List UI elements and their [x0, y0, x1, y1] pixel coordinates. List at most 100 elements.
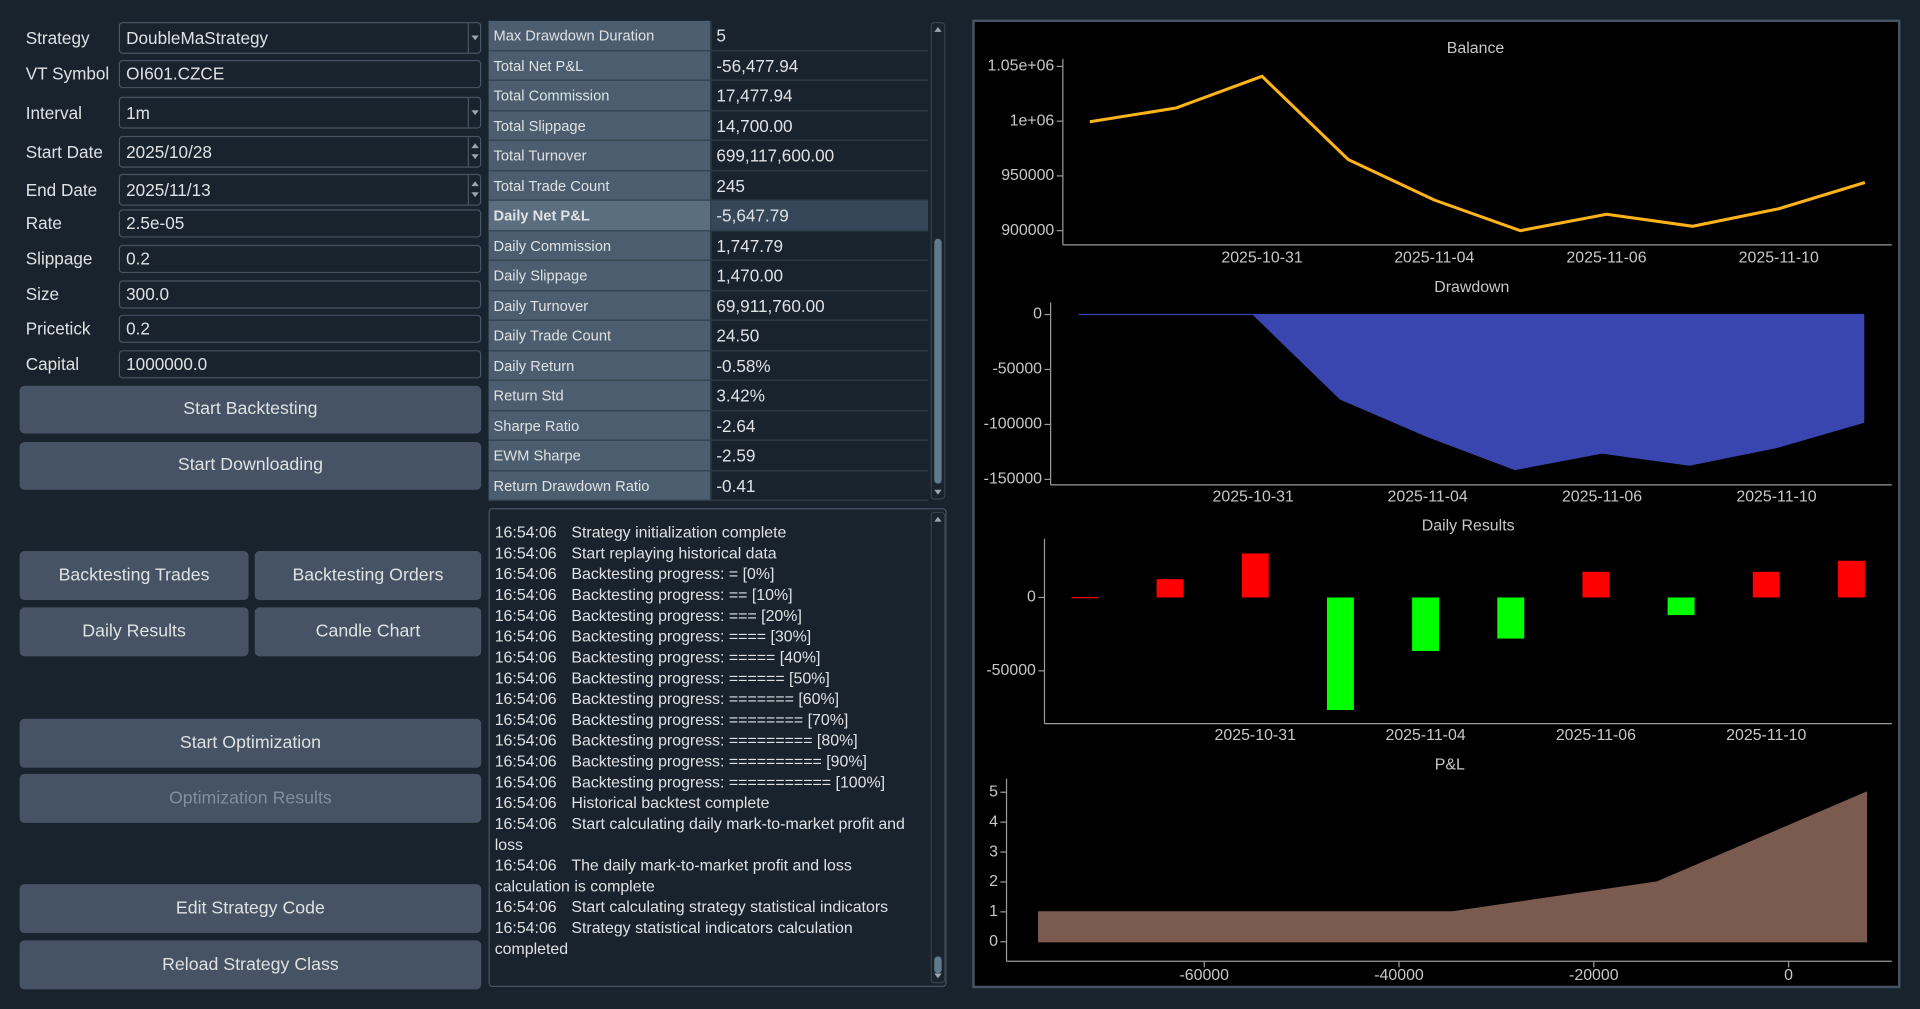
stat-label[interactable]: Daily Net P&L [488, 200, 711, 231]
stat-label[interactable]: Return Std [488, 380, 711, 411]
x-tick-label: 2025-10-31 [1221, 250, 1303, 267]
stat-value[interactable]: 1,747.79 [710, 230, 929, 261]
stat-value[interactable]: 17,477.94 [710, 80, 929, 111]
stat-label[interactable]: Total Slippage [488, 110, 711, 141]
field-input[interactable]: DoubleMaStrategy [118, 22, 482, 54]
stat-value[interactable]: -2.59 [710, 440, 929, 471]
button[interactable]: Candle Chart [254, 607, 482, 657]
field-value: 2025/11/13 [126, 180, 211, 200]
stat-value[interactable]: 14,700.00 [710, 110, 929, 141]
stat-label[interactable]: Total Commission [488, 80, 711, 111]
log-message: Backtesting progress: ====== [50%] [571, 668, 830, 687]
stat-label[interactable]: Return Drawdown Ratio [488, 470, 711, 501]
x-tick-label: 2025-10-31 [1215, 727, 1297, 744]
y-tick-label: -50000 [993, 361, 1043, 378]
log-line: 16:54:06 Backtesting progress: ==========… [495, 751, 928, 772]
field-input[interactable]: 2025/11/13 [118, 173, 482, 206]
stat-label[interactable]: Daily Commission [488, 230, 711, 261]
log-message: Backtesting progress: ======== [70%] [571, 710, 849, 729]
log-line: 16:54:06 Backtesting progress: = [0%] [495, 563, 928, 584]
stat-label[interactable]: Daily Slippage [488, 260, 711, 291]
field-input[interactable]: 2.5e-05 [118, 209, 482, 238]
button[interactable]: Backtesting Orders [254, 551, 482, 601]
field-input[interactable]: 1000000.0 [118, 350, 482, 379]
field-label: Interval [25, 102, 82, 123]
spin-buttons[interactable] [467, 175, 480, 205]
stat-label[interactable]: Total Net P&L [488, 50, 711, 81]
dropdown-arrow[interactable] [467, 97, 480, 128]
field-label: Strategy [25, 28, 90, 48]
x-tick-label: 2025-11-06 [1556, 727, 1636, 744]
bar [1752, 571, 1780, 598]
spin-buttons[interactable] [467, 137, 480, 167]
stat-label[interactable]: Total Turnover [488, 140, 711, 171]
log-time: 16:54:06 [494, 689, 557, 708]
stat-value[interactable]: 24.50 [710, 320, 929, 351]
field-input[interactable]: 2025/10/28 [118, 135, 482, 168]
stat-value[interactable]: 3.42% [710, 380, 929, 411]
stat-value[interactable]: -0.41 [710, 470, 929, 501]
button[interactable]: Daily Results [19, 607, 249, 657]
stat-value[interactable]: -5,647.79 [710, 200, 929, 231]
dropdown-arrow[interactable] [467, 23, 480, 53]
y-tick-label: 900000 [1001, 222, 1054, 239]
bar [1667, 597, 1695, 616]
stat-value[interactable]: 1,470.00 [710, 260, 929, 291]
field-input[interactable]: 1m [118, 96, 482, 129]
bar [1071, 597, 1099, 599]
stat-label[interactable]: Total Trade Count [488, 170, 711, 201]
button[interactable]: Start Downloading [19, 442, 482, 490]
log-line: 16:54:06 Backtesting progress: == [10%] [495, 584, 928, 605]
button[interactable]: Edit Strategy Code [19, 884, 482, 934]
log-line: 16:54:06 Backtesting progress: ==========… [495, 771, 928, 792]
chart-panel [972, 19, 1901, 989]
field-label: Size [25, 284, 60, 304]
field-input[interactable]: OI601.CZCE [118, 60, 482, 89]
bar [1241, 553, 1269, 598]
button[interactable]: Reload Strategy Class [19, 940, 482, 990]
field-input[interactable]: 0.2 [118, 314, 482, 343]
button[interactable]: Backtesting Trades [19, 551, 249, 601]
log-line: 16:54:06 Backtesting progress: ==== [30%] [495, 626, 928, 647]
log-time: 16:54:06 [494, 814, 557, 833]
stat-label[interactable]: Daily Return [488, 350, 711, 381]
log-line: 16:54:06 Strategy statistical indicators … [495, 917, 928, 959]
y-tick-label: -100000 [984, 416, 1043, 433]
stat-value[interactable]: 69,911,760.00 [710, 290, 929, 321]
field-label: End Date [25, 180, 98, 200]
button[interactable]: Start Backtesting [19, 385, 482, 434]
stat-label[interactable]: EWM Sharpe [488, 440, 711, 471]
stat-label[interactable]: Max Drawdown Duration [488, 20, 711, 51]
field-value: 1000000.0 [126, 353, 208, 374]
stat-value[interactable]: 699,117,600.00 [710, 140, 929, 171]
log-time: 16:54:06 [494, 710, 557, 729]
log-message: Strategy initialization complete [571, 522, 787, 542]
field-input[interactable]: 0.2 [118, 244, 482, 274]
y-tick-label: 1.05e+06 [987, 58, 1054, 75]
field-value: 0.2 [126, 318, 150, 338]
bar [1412, 597, 1440, 652]
log-time: 16:54:06 [494, 793, 557, 812]
bar [1497, 597, 1525, 639]
stat-label[interactable]: Daily Turnover [488, 290, 711, 321]
stat-value[interactable]: -56,477.94 [710, 50, 929, 81]
stat-value[interactable]: 245 [710, 170, 929, 201]
log-box[interactable]: 16:54:06 Strategy initialization complete… [488, 508, 947, 987]
stat-label[interactable]: Sharpe Ratio [488, 410, 711, 441]
stat-value[interactable]: -2.64 [710, 410, 929, 441]
log-time: 16:54:06 [494, 897, 557, 916]
field-input[interactable]: 300.0 [118, 280, 482, 309]
log-message: Start calculating strategy statistical i… [571, 897, 889, 916]
x-tick-label: 2025-11-10 [1739, 250, 1819, 267]
log-message: Backtesting progress: =========== [100%] [571, 772, 886, 792]
button[interactable]: Start Optimization [19, 718, 482, 768]
y-tick-label: 2 [989, 873, 998, 890]
stat-value[interactable]: -0.58% [710, 350, 929, 381]
table-scrollbar[interactable] [930, 22, 946, 500]
stat-label[interactable]: Daily Trade Count [488, 320, 711, 351]
log-message: Start replaying historical data [571, 543, 777, 563]
log-line: 16:54:06 Historical backtest complete [495, 792, 928, 813]
stat-value[interactable]: 5 [710, 20, 929, 51]
log-scrollbar[interactable] [930, 511, 946, 984]
